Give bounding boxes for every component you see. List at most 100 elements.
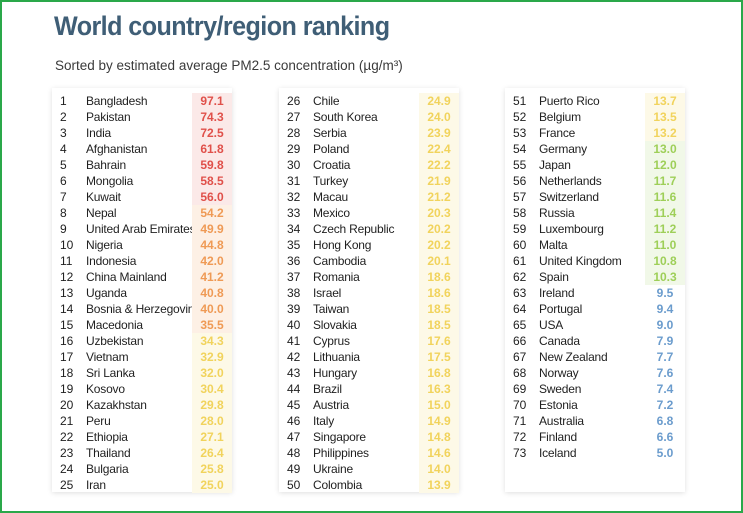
- row-pm25-value: 13.0: [645, 141, 685, 157]
- row-rank: 59: [513, 222, 527, 236]
- table-row: 68 Norway 7.6: [505, 365, 685, 381]
- row-pm25-value: 7.2: [645, 397, 685, 413]
- table-row: 35 Hong Kong 20.2: [279, 237, 459, 253]
- row-pm25-value: 26.4: [192, 445, 232, 461]
- row-rank: 2: [60, 110, 67, 124]
- row-country-name: Spain: [539, 270, 569, 284]
- row-pm25-value: 7.6: [645, 365, 685, 381]
- row-rank: 56: [513, 174, 527, 188]
- table-row: 54 Germany 13.0: [505, 141, 685, 157]
- row-country-name: Austria: [313, 398, 349, 412]
- row-country-name: Afghanistan: [86, 142, 148, 156]
- row-rank: 49: [287, 462, 301, 476]
- row-country-name: Philippines: [313, 446, 369, 460]
- row-country-name: Peru: [86, 414, 111, 428]
- row-pm25-value: 16.3: [419, 381, 459, 397]
- row-rank: 38: [287, 286, 301, 300]
- row-rank: 26: [287, 94, 301, 108]
- row-country-name: Lithuania: [313, 350, 360, 364]
- table-row: 7 Kuwait 56.0: [52, 189, 232, 205]
- row-pm25-value: 42.0: [192, 253, 232, 269]
- table-row: 25 Iran 25.0: [52, 477, 232, 493]
- table-row: 30 Croatia 22.2: [279, 157, 459, 173]
- row-country-name: United Arab Emirates: [86, 222, 196, 236]
- table-row: 20 Kazakhstan 29.8: [52, 397, 232, 413]
- row-pm25-value: 14.9: [419, 413, 459, 429]
- table-row: 38 Israel 18.6: [279, 285, 459, 301]
- row-pm25-value: 22.4: [419, 141, 459, 157]
- row-pm25-value: 9.0: [645, 317, 685, 333]
- row-rank: 70: [513, 398, 527, 412]
- row-country-name: Pakistan: [86, 110, 131, 124]
- table-row: 40 Slovakia 18.5: [279, 317, 459, 333]
- table-row: 18 Sri Lanka 32.0: [52, 365, 232, 381]
- row-rank: 39: [287, 302, 301, 316]
- row-pm25-value: 13.5: [645, 109, 685, 125]
- row-country-name: Malta: [539, 238, 568, 252]
- table-row: 41 Cyprus 17.6: [279, 333, 459, 349]
- row-country-name: Slovakia: [313, 318, 357, 332]
- table-row: 69 Sweden 7.4: [505, 381, 685, 397]
- table-row: 42 Lithuania 17.5: [279, 349, 459, 365]
- row-pm25-value: 74.3: [192, 109, 232, 125]
- row-country-name: Belgium: [539, 110, 581, 124]
- row-pm25-value: 13.9: [419, 477, 459, 493]
- row-pm25-value: 40.0: [192, 301, 232, 317]
- row-rank: 61: [513, 254, 527, 268]
- row-rank: 32: [287, 190, 301, 204]
- table-row: 5 Bahrain 59.8: [52, 157, 232, 173]
- table-row: 12 China Mainland 41.2: [52, 269, 232, 285]
- row-pm25-value: 18.5: [419, 301, 459, 317]
- row-rank: 34: [287, 222, 301, 236]
- row-rank: 31: [287, 174, 301, 188]
- row-pm25-value: 25.0: [192, 477, 232, 493]
- row-rank: 63: [513, 286, 527, 300]
- table-row: 56 Netherlands 11.7: [505, 173, 685, 189]
- row-country-name: Sweden: [539, 382, 582, 396]
- table-row: 15 Macedonia 35.5: [52, 317, 232, 333]
- table-row: 64 Portugal 9.4: [505, 301, 685, 317]
- row-pm25-value: 20.3: [419, 205, 459, 221]
- row-pm25-value: 41.2: [192, 269, 232, 285]
- row-rank: 69: [513, 382, 527, 396]
- row-country-name: Macedonia: [86, 318, 143, 332]
- row-country-name: Switzerland: [539, 190, 599, 204]
- table-row: 47 Singapore 14.8: [279, 429, 459, 445]
- row-country-name: Cyprus: [313, 334, 350, 348]
- row-pm25-value: 35.5: [192, 317, 232, 333]
- row-pm25-value: 16.8: [419, 365, 459, 381]
- row-country-name: Kazakhstan: [86, 398, 147, 412]
- row-rank: 19: [60, 382, 74, 396]
- table-row: 17 Vietnam 32.9: [52, 349, 232, 365]
- row-country-name: Iran: [86, 478, 106, 492]
- table-row: 46 Italy 14.9: [279, 413, 459, 429]
- table-row: 48 Philippines 14.6: [279, 445, 459, 461]
- table-row: 28 Serbia 23.9: [279, 125, 459, 141]
- row-country-name: Nepal: [86, 206, 117, 220]
- table-row: 24 Bulgaria 25.8: [52, 461, 232, 477]
- row-pm25-value: 20.2: [419, 237, 459, 253]
- row-rank: 46: [287, 414, 301, 428]
- row-rank: 8: [60, 206, 67, 220]
- table-row: 37 Romania 18.6: [279, 269, 459, 285]
- row-country-name: Iceland: [539, 446, 577, 460]
- row-country-name: Czech Republic: [313, 222, 395, 236]
- table-row: 45 Austria 15.0: [279, 397, 459, 413]
- row-pm25-value: 9.4: [645, 301, 685, 317]
- row-rank: 21: [60, 414, 74, 428]
- table-row: 39 Taiwan 18.5: [279, 301, 459, 317]
- row-country-name: Indonesia: [86, 254, 137, 268]
- row-pm25-value: 11.4: [645, 205, 685, 221]
- row-country-name: Uganda: [86, 286, 127, 300]
- table-row: 22 Ethiopia 27.1: [52, 429, 232, 445]
- row-pm25-value: 11.6: [645, 189, 685, 205]
- row-pm25-value: 22.2: [419, 157, 459, 173]
- row-rank: 30: [287, 158, 301, 172]
- row-country-name: Chile: [313, 94, 340, 108]
- row-pm25-value: 17.6: [419, 333, 459, 349]
- row-pm25-value: 32.0: [192, 365, 232, 381]
- row-country-name: USA: [539, 318, 564, 332]
- row-rank: 17: [60, 350, 74, 364]
- row-rank: 15: [60, 318, 74, 332]
- row-rank: 1: [60, 94, 67, 108]
